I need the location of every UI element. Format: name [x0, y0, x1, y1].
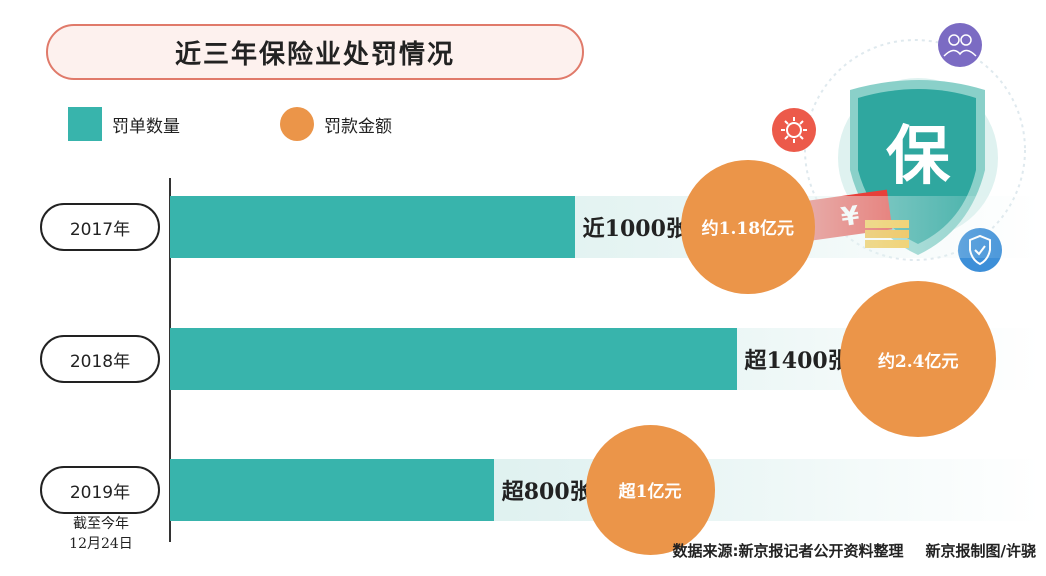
title-banner: 近三年保险业处罚情况 — [46, 24, 584, 80]
amount-bubble: 约2.4亿元 — [840, 281, 997, 437]
legend-swatch-count — [68, 107, 102, 141]
sun-icon — [772, 108, 816, 152]
year-label: 2017年 — [40, 203, 160, 251]
footnote-line2: 12月24日 — [69, 536, 133, 552]
footnote: 截至今年 12月24日 — [56, 514, 146, 554]
legend-label-count: 罚单数量 — [112, 116, 180, 137]
count-bar — [170, 328, 737, 390]
legend-item-amount: 罚款金额 — [280, 106, 392, 142]
legend-item-count: 罚单数量 — [68, 106, 180, 142]
count-data-label: 超1400张 — [744, 348, 850, 374]
amount-bubble: 超1亿元 — [585, 425, 715, 555]
legend-label-amount: 罚款金额 — [324, 116, 392, 137]
year-label: 2018年 — [40, 335, 160, 383]
count-data-label: 近1000张 — [582, 216, 688, 242]
amount-bubble: 约1.18亿元 — [681, 160, 815, 294]
count-bar — [170, 459, 494, 521]
legend-swatch-amount — [280, 107, 314, 141]
source-text: 数据来源:新京报记者公开资料整理 — [672, 542, 904, 560]
credit-text: 新京报制图/许骁 — [925, 542, 1036, 560]
count-bar — [170, 196, 575, 258]
amount-data-label: 超1亿元 — [618, 482, 682, 503]
shield-character: 保 — [886, 120, 951, 194]
people-icon — [938, 23, 982, 67]
footnote-line1: 截至今年 — [73, 516, 129, 532]
count-data-label: 超800张 — [501, 479, 592, 505]
amount-data-label: 约2.4亿元 — [877, 351, 959, 372]
chart-title: 近三年保险业处罚情况 — [174, 39, 455, 70]
year-label: 2019年 — [40, 466, 160, 514]
source-line: 数据来源:新京报记者公开资料整理 新京报制图/许骁 — [673, 540, 1037, 561]
amount-data-label: 约1.18亿元 — [701, 219, 795, 240]
